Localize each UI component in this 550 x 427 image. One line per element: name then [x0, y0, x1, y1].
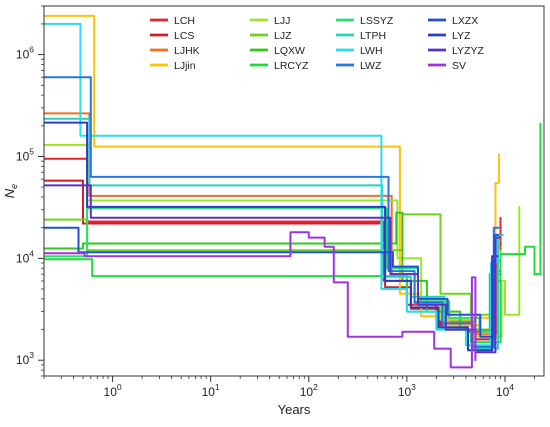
legend-label: LQXW [274, 45, 305, 57]
legend-item-ljz: LJZ [250, 30, 292, 42]
legend-label: LJHK [174, 45, 200, 57]
series-line-lyzyz [44, 184, 501, 354]
x-tick-label: 103 [398, 382, 416, 399]
legend-label: LXZX [452, 15, 478, 27]
legend-item-lyz: LYZ [428, 30, 471, 42]
legend-item-lwz: LWZ [336, 60, 382, 72]
legend-item-lwh: LWH [336, 45, 383, 57]
legend-label: LCS [174, 30, 194, 42]
y-tick-label: 105 [16, 146, 34, 163]
legend-label: SV [452, 60, 466, 72]
x-tick-label: 102 [300, 382, 318, 399]
legend-label: LYZ [452, 30, 471, 42]
legend-label: LRCYZ [274, 60, 309, 72]
legend-item-lssyz: LSSYZ [336, 15, 394, 27]
series-line-lyz [44, 121, 499, 352]
legend-item-ljhk: LJHK [150, 45, 200, 57]
legend-label: LWH [360, 45, 383, 57]
legend-item-lch: LCH [150, 15, 195, 27]
legend-item-lyzyz: LYZYZ [428, 45, 484, 57]
legend-item-lqxw: LQXW [250, 45, 305, 57]
y-axis-title: Ne [2, 184, 19, 198]
legend-item-ljj: LJJ [250, 15, 290, 27]
series-line-lssyz [44, 207, 501, 333]
x-tick-label: 101 [202, 382, 220, 399]
legend-label: LYZYZ [452, 45, 484, 57]
legend-item-ltph: LTPH [336, 30, 386, 42]
y-tick-label: 103 [16, 350, 34, 367]
legend-label: LCH [174, 15, 195, 27]
x-axis-title: Years [278, 402, 311, 417]
legend: LCH LCS LJHK LJjin LJJ LJZ LQXW LRCYZ LSSYZ LTPH L… [150, 15, 484, 72]
legend-label: LJjin [174, 60, 196, 72]
series-line-ltph [44, 117, 504, 350]
legend-item-lrcyz: LRCYZ [250, 60, 309, 72]
legend-item-sv: SV [428, 60, 466, 72]
legend-label: LSSYZ [360, 15, 394, 27]
y-axis-title-subscript: e [9, 184, 19, 189]
legend-label: LTPH [360, 30, 386, 42]
series-line-lwz [44, 76, 500, 348]
x-tick-label: 104 [496, 382, 514, 399]
series-line-sv [44, 231, 477, 369]
series-lines [44, 14, 542, 369]
y-tick-label: 104 [16, 248, 34, 265]
plot-frame [43, 5, 545, 377]
series-line-lwh [44, 22, 498, 347]
axis-ticks: 100 101 102 103 104 103 104 105 106 [16, 5, 535, 399]
x-tick-label: 100 [104, 382, 122, 399]
y-tick-label: 106 [16, 45, 34, 62]
legend-item-ljjin: LJjin [150, 60, 196, 72]
legend-item-lxzx: LXZX [428, 15, 478, 27]
legend-label: LWZ [360, 60, 382, 72]
legend-label: LJZ [274, 30, 292, 42]
series-line-ljj [44, 143, 521, 338]
legend-label: LJJ [274, 15, 290, 27]
legend-item-lcs: LCS [150, 30, 194, 42]
y-axis-title-main: N [2, 188, 17, 198]
series-line-ljjin [44, 14, 500, 327]
